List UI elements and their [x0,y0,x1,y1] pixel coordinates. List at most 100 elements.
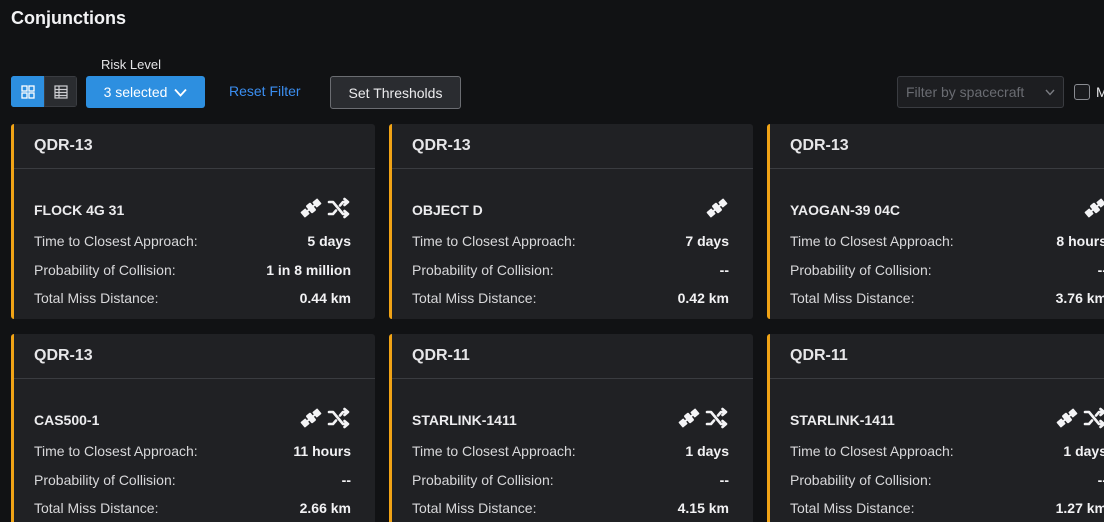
card-body: YAOGAN-39 04C Time to Closest Approach: 8… [770,169,1104,313]
tca-label: Time to Closest Approach: [412,443,576,460]
poc-row: Probability of Collision: -- [412,466,733,495]
poc-value: -- [1097,261,1104,278]
tmd-row: Total Miss Distance: 3.76 km [790,284,1104,313]
poc-value: -- [719,261,729,278]
poc-label: Probability of Collision: [790,261,932,278]
poc-value: -- [1097,471,1104,488]
spacecraft-filter-placeholder: Filter by spacecraft [906,84,1025,100]
reset-filter-link[interactable]: Reset Filter [229,83,301,99]
table-view-button[interactable] [44,76,77,107]
tmd-row: Total Miss Distance: 2.66 km [34,494,355,522]
view-toggle [11,76,77,107]
risk-level-label: Risk Level [101,57,161,72]
set-thresholds-button[interactable]: Set Thresholds [330,76,461,109]
maneuver-shuffle-icon [327,407,350,429]
card-icons [705,196,729,220]
tca-value: 7 days [685,233,729,250]
chevron-down-icon [1045,89,1055,96]
tmd-row: Total Miss Distance: 0.42 km [412,284,733,313]
filter-checkbox-group: M [1074,84,1104,100]
tmd-value: 0.42 km [677,290,729,307]
card-icons [1055,406,1104,430]
tmd-value: 3.76 km [1055,290,1104,307]
tmd-label: Total Miss Distance: [412,290,537,307]
filter-checkbox[interactable] [1074,84,1090,100]
object-row: OBJECT D [412,169,733,227]
object-name: STARLINK-1411 [790,412,895,428]
card-icons [299,196,351,220]
object-row: STARLINK-1411 [790,379,1104,437]
risk-level-value: 3 selected [103,84,168,100]
card-icons [677,406,729,430]
tca-value: 1 days [1063,443,1104,460]
tca-label: Time to Closest Approach: [34,443,198,460]
maneuver-shuffle-icon [705,407,728,429]
maneuver-shuffle-icon [1083,407,1104,429]
poc-value: 1 in 8 million [266,261,351,278]
filter-checkbox-label: M [1096,84,1104,100]
satellite-icon [678,408,700,428]
poc-row: Probability of Collision: 1 in 8 million [34,256,355,285]
grid-icon [20,84,35,99]
object-row: CAS500-1 [34,379,355,437]
tca-row: Time to Closest Approach: 1 days [412,437,733,466]
satellite-icon [1056,408,1078,428]
object-row: YAOGAN-39 04C [790,169,1104,227]
object-row: FLOCK 4G 31 [34,169,355,227]
tmd-label: Total Miss Distance: [34,290,159,307]
tca-value: 11 hours [293,443,351,460]
satellite-icon [706,198,728,218]
card-spacecraft-name: QDR-13 [770,124,1104,169]
tca-row: Time to Closest Approach: 11 hours [34,437,355,466]
card-body: STARLINK-1411 Time to Closest Approach: 1… [770,379,1104,522]
conjunction-card[interactable]: QDR-13 CAS500-1 Time to Closest Approach:… [11,334,375,522]
tmd-row: Total Miss Distance: 0.44 km [34,284,355,313]
conjunction-card[interactable]: QDR-13 YAOGAN-39 04C Time to Closest Appr… [767,124,1104,319]
poc-label: Probability of Collision: [412,261,554,278]
card-icons [299,406,351,430]
card-body: FLOCK 4G 31 Time to Closest Approach: 5 d… [14,169,375,313]
tca-row: Time to Closest Approach: 8 hours [790,227,1104,256]
tmd-row: Total Miss Distance: 1.27 km [790,494,1104,522]
conjunction-card[interactable]: QDR-11 STARLINK-1411 Time to Closest Appr… [767,334,1104,522]
spacecraft-filter-select[interactable]: Filter by spacecraft [897,76,1064,108]
poc-value: -- [719,471,729,488]
conjunction-card[interactable]: QDR-13 OBJECT D Time to Closest Approach:… [389,124,753,319]
object-name: YAOGAN-39 04C [790,202,900,218]
object-name: FLOCK 4G 31 [34,202,125,218]
page-title: Conjunctions [11,8,126,28]
tca-row: Time to Closest Approach: 1 days [790,437,1104,466]
tca-label: Time to Closest Approach: [412,233,576,250]
risk-level-dropdown[interactable]: 3 selected [86,76,205,108]
tca-value: 5 days [307,233,351,250]
card-body: STARLINK-1411 Time to Closest Approach: 1… [392,379,753,522]
conjunction-card[interactable]: QDR-11 STARLINK-1411 Time to Closest Appr… [389,334,753,522]
tmd-row: Total Miss Distance: 4.15 km [412,494,733,522]
grid-view-button[interactable] [11,76,44,107]
card-body: OBJECT D Time to Closest Approach: 7 days… [392,169,753,313]
tmd-value: 1.27 km [1055,500,1104,517]
tmd-value: 2.66 km [299,500,351,517]
conjunction-card[interactable]: QDR-13 FLOCK 4G 31 Time to Closest Approa… [11,124,375,319]
card-spacecraft-name: QDR-11 [392,334,753,379]
tmd-label: Total Miss Distance: [790,290,915,307]
tca-label: Time to Closest Approach: [790,233,954,250]
satellite-icon [1084,198,1104,218]
poc-row: Probability of Collision: -- [790,466,1104,495]
tmd-label: Total Miss Distance: [412,500,537,517]
card-spacecraft-name: QDR-13 [14,124,375,169]
poc-label: Probability of Collision: [34,261,176,278]
card-icons [1083,196,1104,220]
satellite-icon [300,408,322,428]
poc-row: Probability of Collision: -- [34,466,355,495]
object-row: STARLINK-1411 [412,379,733,437]
poc-label: Probability of Collision: [790,471,932,488]
tca-value: 1 days [685,443,729,460]
object-name: CAS500-1 [34,412,100,428]
tca-label: Time to Closest Approach: [790,443,954,460]
card-spacecraft-name: QDR-11 [770,334,1104,379]
table-icon [53,84,68,99]
object-name: STARLINK-1411 [412,412,517,428]
tmd-value: 0.44 km [299,290,351,307]
card-spacecraft-name: QDR-13 [14,334,375,379]
